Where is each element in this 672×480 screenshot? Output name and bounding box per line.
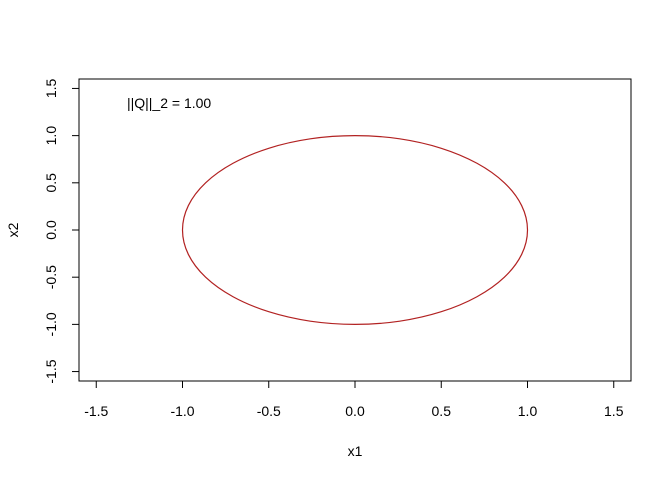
series-layer (181, 135, 529, 325)
y-tick-label: -1.5 (43, 359, 59, 383)
y-tick-label: -1.0 (43, 312, 59, 336)
x-tick-label: -1.0 (170, 403, 194, 419)
y-tick-label: 1.0 (43, 126, 59, 146)
annotation-text: ||Q||_2 = 1.00 (127, 95, 211, 111)
y-tick-label: 1.5 (43, 78, 59, 98)
x-tick-label: 1.0 (518, 403, 538, 419)
y-tick-label: -0.5 (43, 265, 59, 289)
x-axis-title: x1 (348, 443, 363, 459)
x-tick-label: 1.5 (604, 403, 624, 419)
x-tick-label: -1.5 (84, 403, 108, 419)
x-tick-label: -0.5 (257, 403, 281, 419)
x-axis: -1.5 -1.0 -0.5 0.0 0.5 1.0 1.5 (84, 380, 624, 419)
x-tick-label: 0.5 (432, 403, 452, 419)
x-tick-label: 0.0 (345, 403, 365, 419)
series-line (181, 135, 529, 325)
y-tick-label: 0.5 (43, 173, 59, 193)
y-tick-label: 0.0 (43, 220, 59, 240)
y-axis-title: x2 (5, 222, 21, 237)
plot-box (78, 78, 632, 382)
y-axis: -1.5 -1.0 -0.5 0.0 0.5 1.0 1.5 (43, 78, 80, 384)
